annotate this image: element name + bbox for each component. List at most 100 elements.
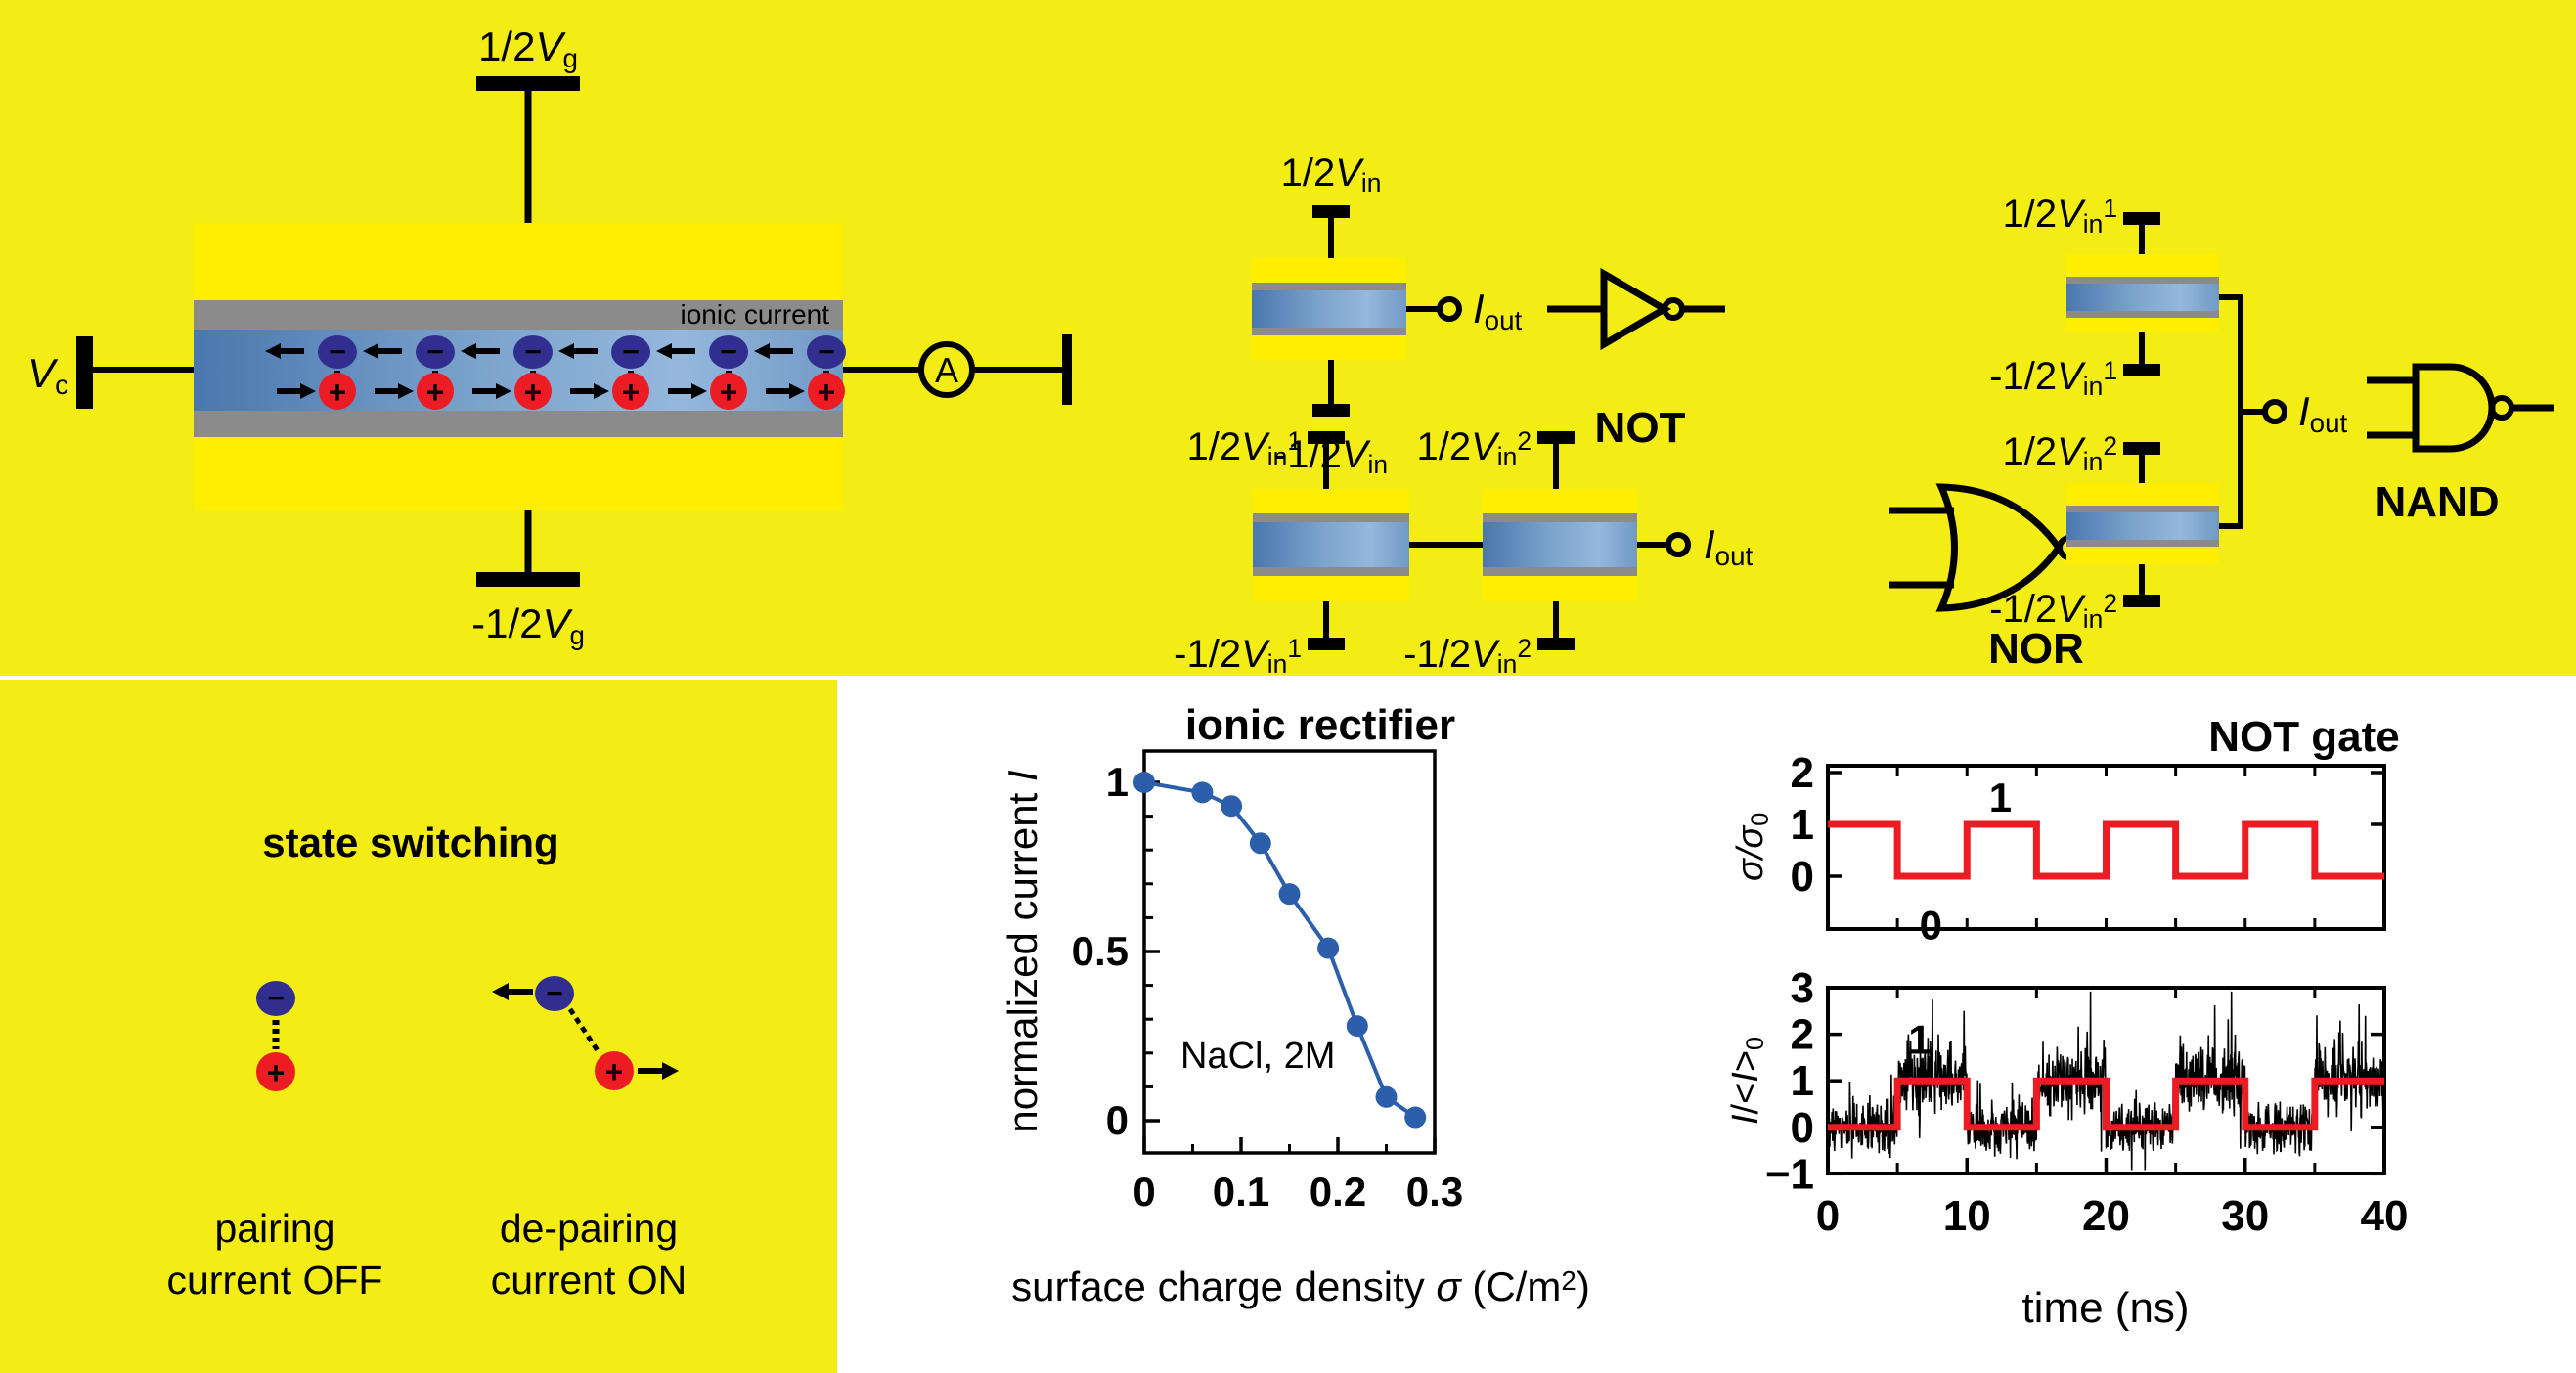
top-gate-voltage-label: 1/2Vg — [478, 23, 578, 73]
nand-iout-label: Iout — [2298, 388, 2348, 438]
pairing-caption: pairing — [214, 1206, 334, 1251]
ammeter-letter: A — [935, 350, 958, 390]
nand-input1-top-label: 1/2Vin1 — [2002, 193, 2117, 239]
nor-in1-top-electrode-icon — [1308, 431, 1345, 444]
ion-pairs: −+−+−+−+−+−+ — [265, 335, 846, 410]
wave-annotation: 1 — [1989, 775, 2012, 820]
x-tick-label: 30 — [2221, 1192, 2269, 1240]
svg-text:+: + — [605, 1054, 624, 1089]
ionic-current-label: ionic current — [680, 299, 829, 330]
svg-text:+: + — [267, 1055, 286, 1090]
nor-device-1 — [1253, 489, 1409, 601]
rectifier-data-point — [1317, 937, 1340, 959]
y-tick-label: 1 — [1106, 759, 1129, 805]
left-arrow-icon — [558, 343, 574, 359]
channel-wall-bottom — [194, 411, 843, 437]
nor-title: NOR — [1988, 625, 2084, 673]
x-tick-label: 0 — [1133, 1169, 1155, 1215]
left-arrow-icon — [265, 343, 281, 359]
cation-icon — [514, 373, 552, 410]
not-input-top-label: 1/2Vin — [1281, 152, 1382, 198]
cation-icon — [612, 373, 649, 410]
x-tick-label: 10 — [1943, 1192, 1991, 1240]
wave-annotation: 1 — [1908, 1016, 1931, 1062]
anion-icon — [611, 335, 650, 369]
y-tick-label: 0 — [1106, 1097, 1129, 1143]
current-panel-y-label: I/<I>0 — [1725, 1037, 1769, 1125]
nor-output-node-icon — [1666, 532, 1691, 557]
ion-pair: −+ — [461, 335, 553, 410]
right-arrow-icon — [789, 383, 805, 399]
nand-input1-bottom-label: -1/2Vin1 — [1989, 355, 2117, 401]
cation-icon — [417, 373, 454, 410]
svg-text:−: − — [622, 336, 640, 369]
svg-text:+: + — [720, 375, 738, 410]
y-tick-label: 2 — [1791, 749, 1814, 797]
bottom-gate-electrode-icon — [476, 572, 580, 587]
right-arrow-icon — [398, 383, 414, 399]
y-tick-label: 1 — [1791, 801, 1814, 849]
not-gate-charts: NOT gate σ/σ0 I/<I>0 time (ns) 01210−101… — [1725, 713, 2408, 1332]
left-arrow-icon — [492, 983, 509, 1000]
svg-text:+: + — [622, 375, 641, 410]
cation-icon — [710, 373, 747, 410]
top-gate-electrode-icon — [476, 76, 580, 91]
nor-input2-top-label: 1/2Vin2 — [1416, 425, 1532, 471]
nand-title: NAND — [2375, 478, 2499, 526]
svg-text:−: − — [720, 336, 737, 369]
nor-gate-symbol-icon — [1935, 483, 2064, 612]
de-pairing-caption: de-pairing — [500, 1206, 678, 1251]
rectifier-y-axis-label: normalized current I — [999, 770, 1045, 1132]
rectifier-data-point — [1191, 781, 1214, 804]
svg-text:+: + — [426, 375, 445, 410]
y-tick-label: 2 — [1791, 1011, 1814, 1059]
y-tick-label: 0.5 — [1072, 928, 1129, 974]
nand-output-node-icon — [2262, 399, 2287, 424]
not-bottom-electrode-icon — [1312, 404, 1350, 417]
rectifier-annotation: NaCl, 2M — [1180, 1036, 1335, 1077]
cation-icon — [808, 373, 845, 410]
rectifier-data-point — [1346, 1015, 1368, 1038]
left-arrow-icon — [363, 343, 378, 359]
rectifier-chart-title: ionic rectifier — [1185, 701, 1455, 749]
not-top-electrode-icon — [1312, 205, 1350, 218]
ion-pair-state-icons: − + − + — [256, 976, 679, 1091]
cation-icon — [319, 373, 356, 410]
nand-device-2 — [2066, 483, 2219, 564]
nand-in1-bottom-electrode-icon — [2123, 364, 2160, 376]
anion-icon — [318, 335, 357, 369]
rectifier-plot-area: 0 0.5 1 0 0.1 0.2 0.3 — [1072, 749, 1463, 1215]
left-arrow-icon — [656, 343, 672, 359]
y-tick-label: 0 — [1791, 1104, 1814, 1152]
time-axis-label: time (ns) — [2021, 1284, 2189, 1332]
current-off-caption: current OFF — [167, 1258, 383, 1303]
right-arrow-icon — [662, 1062, 679, 1080]
source-electrode-icon — [76, 336, 93, 409]
anion-icon — [535, 976, 574, 1011]
cation-icon — [256, 1052, 295, 1091]
y-tick-label: 3 — [1791, 964, 1814, 1012]
nand-gate-symbol-icon — [2412, 363, 2496, 453]
nand-in1-top-electrode-icon — [2123, 212, 2160, 225]
nor-circuit-group: 1/2Vin1 1/2Vin2 -1/2Vin1 -1/2Vin2 Iout N… — [1174, 425, 2124, 679]
not-device — [1252, 258, 1406, 360]
rectifier-data-point — [1404, 1106, 1427, 1129]
nor-iout-label: Iout — [1704, 521, 1754, 571]
rectifier-x-axis-label: surface charge density σ (C/m2) — [1011, 1263, 1590, 1309]
right-arrow-icon — [594, 383, 609, 399]
y-tick-label: 0 — [1791, 853, 1814, 901]
nand-device-1 — [2066, 254, 2219, 332]
drain-terminal-icon — [1062, 334, 1072, 405]
breaking-bond-icon — [567, 1007, 601, 1054]
svg-text:+: + — [329, 375, 347, 410]
nor-input1-bottom-label: -1/2Vin1 — [1174, 633, 1302, 679]
rectifier-data-point — [1375, 1085, 1398, 1108]
noisy-current-trace — [1827, 991, 2385, 1171]
anion-icon — [807, 335, 846, 369]
x-tick-label: 20 — [2082, 1192, 2130, 1240]
anion-icon — [709, 335, 748, 369]
ion-pair: −+ — [754, 335, 846, 410]
sigma-panel-y-label: σ/σ0 — [1730, 813, 1774, 881]
